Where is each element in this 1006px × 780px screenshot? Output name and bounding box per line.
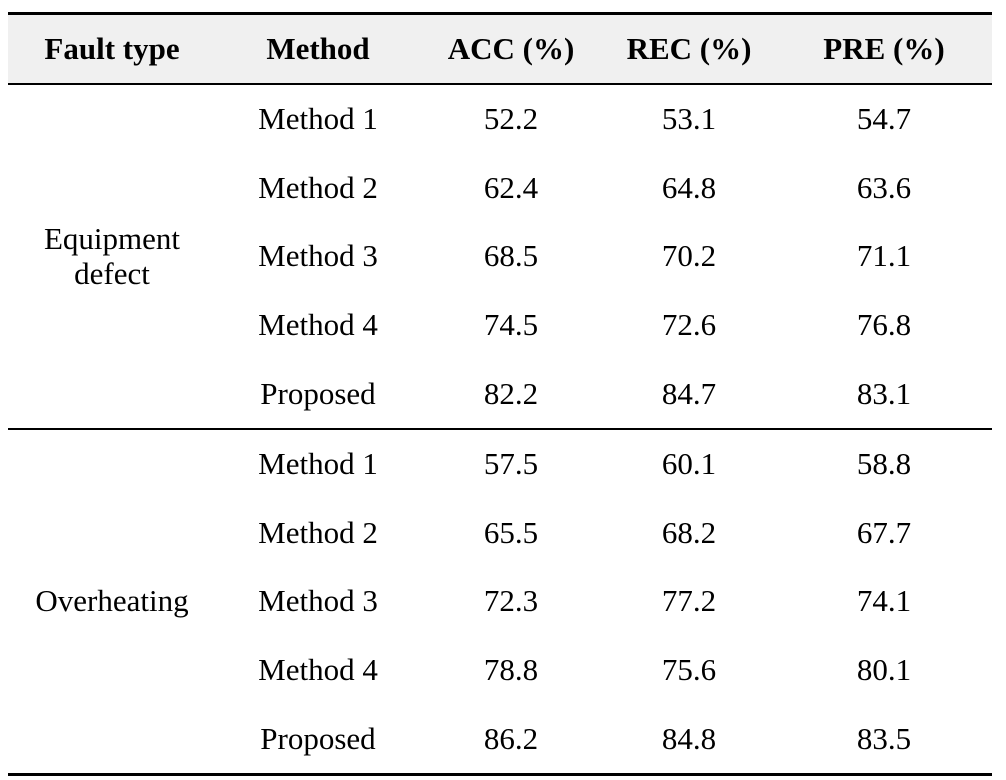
rec-cell: 75.6 (661, 652, 717, 688)
fault-type-cell: Equipment defect (8, 85, 216, 428)
pre-cell: 54.7 (856, 101, 912, 137)
table-row: Method 1 57.5 60.1 58.8 (216, 430, 992, 499)
table-row: Method 3 72.3 77.2 74.1 (216, 567, 992, 636)
method-cell: Method 3 (258, 238, 378, 274)
header-rec: REC (%) (626, 30, 752, 66)
rec-cell: 53.1 (661, 101, 717, 137)
pre-cell: 63.6 (856, 169, 912, 205)
table-header-rule (8, 83, 992, 85)
table-row: Proposed 82.2 84.7 83.1 (216, 359, 992, 428)
pre-cell: 58.8 (856, 446, 912, 482)
method-cell: Method 4 (258, 307, 378, 343)
pre-cell: 71.1 (856, 238, 912, 274)
pre-cell: 80.1 (856, 652, 912, 688)
table-group-overheating: Overheating Method 1 57.5 60.1 58.8 Meth… (8, 430, 992, 773)
fault-type-label-line: Overheating (35, 583, 189, 619)
acc-cell: 78.8 (483, 652, 539, 688)
rec-cell: 77.2 (661, 583, 717, 619)
rec-cell: 72.6 (661, 307, 717, 343)
table-row: Proposed 86.2 84.8 83.5 (216, 704, 992, 773)
pre-cell: 76.8 (856, 307, 912, 343)
acc-cell: 74.5 (483, 307, 539, 343)
header-pre: PRE (%) (823, 30, 945, 66)
rec-cell: 70.2 (661, 238, 717, 274)
acc-cell: 65.5 (483, 514, 539, 550)
rec-cell: 68.2 (661, 514, 717, 550)
pre-cell: 83.1 (856, 375, 912, 411)
pre-cell: 67.7 (856, 514, 912, 550)
table-row: Method 4 74.5 72.6 76.8 (216, 291, 992, 360)
rec-cell: 84.7 (661, 375, 717, 411)
table-row: Method 1 52.2 53.1 54.7 (216, 85, 992, 154)
acc-cell: 82.2 (483, 375, 539, 411)
table-header-row: Fault type Method ACC (%) REC (%) PRE (%… (8, 15, 992, 83)
acc-cell: 52.2 (483, 101, 539, 137)
method-cell: Proposed (260, 375, 376, 411)
fault-type-label-line: Equipment (43, 221, 181, 257)
header-method: Method (266, 30, 370, 66)
table-top-rule (8, 12, 992, 15)
method-cell: Method 1 (258, 446, 378, 482)
rec-cell: 84.8 (661, 720, 717, 756)
pre-cell: 83.5 (856, 720, 912, 756)
table-group-divider (8, 428, 992, 430)
method-cell: Method 3 (258, 583, 378, 619)
method-cell: Method 4 (258, 652, 378, 688)
header-acc: ACC (%) (447, 30, 575, 66)
table-row: Method 2 62.4 64.8 63.6 (216, 154, 992, 223)
results-table: Fault type Method ACC (%) REC (%) PRE (%… (8, 12, 992, 776)
acc-cell: 62.4 (483, 169, 539, 205)
table-row: Method 4 78.8 75.6 80.1 (216, 636, 992, 705)
pre-cell: 74.1 (856, 583, 912, 619)
rec-cell: 64.8 (661, 169, 717, 205)
acc-cell: 86.2 (483, 720, 539, 756)
table-group-equipment-defect: Equipment defect Method 1 52.2 53.1 54.7… (8, 85, 992, 428)
rec-cell: 60.1 (661, 446, 717, 482)
acc-cell: 72.3 (483, 583, 539, 619)
fault-type-cell: Overheating (8, 430, 216, 773)
method-cell: Method 1 (258, 101, 378, 137)
method-cell: Method 2 (258, 169, 378, 205)
header-fault-type: Fault type (44, 30, 180, 66)
table-bottom-rule (8, 773, 992, 776)
table-row: Method 3 68.5 70.2 71.1 (216, 222, 992, 291)
fault-type-label-line: defect (74, 255, 150, 291)
acc-cell: 68.5 (483, 238, 539, 274)
table-row: Method 2 65.5 68.2 67.7 (216, 499, 992, 568)
method-cell: Method 2 (258, 514, 378, 550)
acc-cell: 57.5 (483, 446, 539, 482)
method-cell: Proposed (260, 720, 376, 756)
